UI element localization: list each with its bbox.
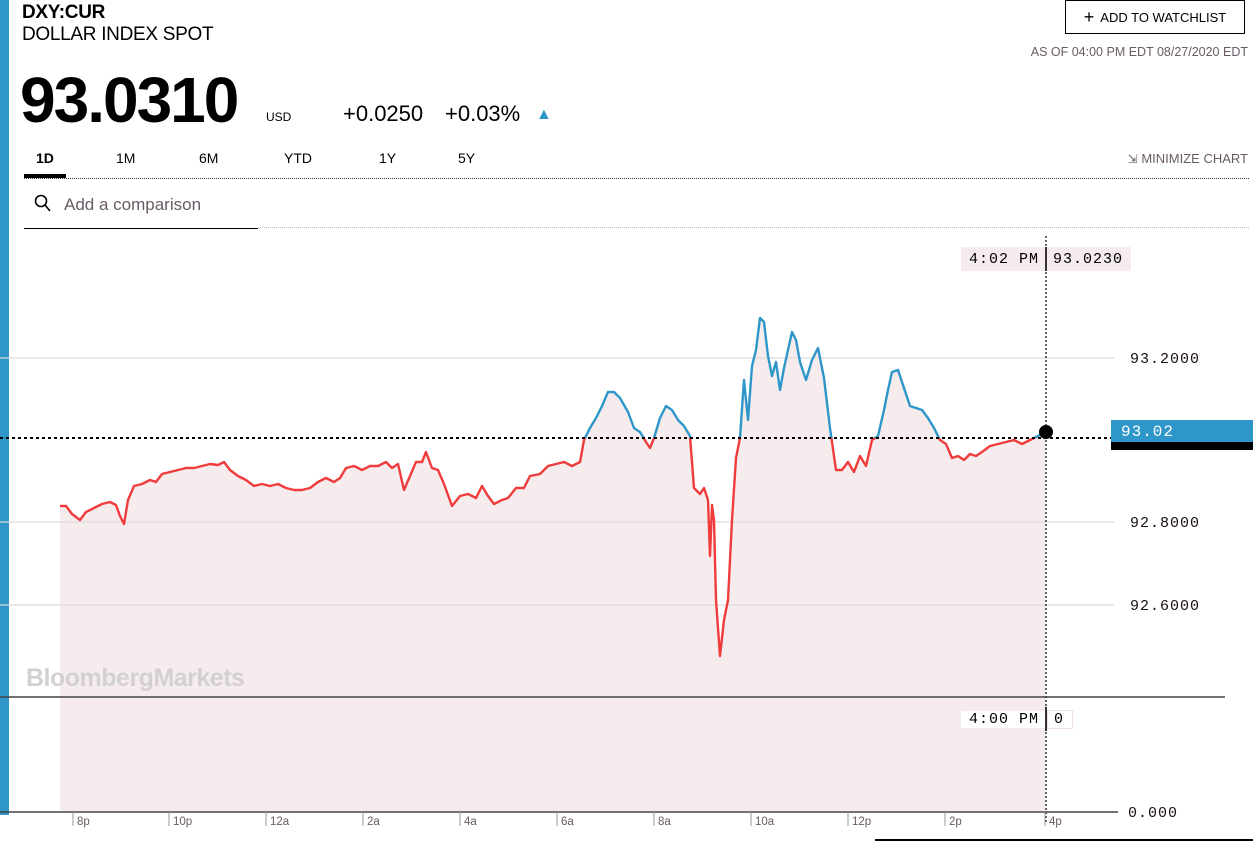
y-tick-label: 92.8000 bbox=[1130, 515, 1200, 532]
tab-1m[interactable]: 1M bbox=[116, 150, 136, 166]
crosshair-tooltip-price: 4:02 PM 93.0230 bbox=[961, 247, 1132, 271]
current-price-tag: 93.02 bbox=[1111, 420, 1253, 450]
crosshair-tooltip-volume: 4:00 PM 0 bbox=[961, 707, 1074, 731]
tooltip-time: 4:00 PM bbox=[961, 710, 1046, 728]
x-tick-label: 4p bbox=[1049, 816, 1062, 828]
tooltip-value: 0 bbox=[1047, 709, 1074, 729]
x-tick-label: 8a bbox=[658, 816, 671, 828]
bloomberg-watermark: BloombergMarkets bbox=[26, 664, 245, 692]
x-tick-label: 8p bbox=[77, 816, 90, 828]
as-of-timestamp: AS OF 04:00 PM EDT 08/27/2020 EDT bbox=[1030, 45, 1248, 59]
add-to-watchlist-button[interactable]: + ADD TO WATCHLIST bbox=[1065, 0, 1245, 34]
y-tick-label: 93.2000 bbox=[1130, 351, 1200, 368]
previous-close-tag bbox=[1111, 442, 1253, 450]
x-tick-label: 10p bbox=[173, 816, 192, 828]
tab-1y[interactable]: 1Y bbox=[379, 150, 397, 166]
bottom-divider bbox=[875, 839, 1253, 841]
x-tick-label: 12a bbox=[270, 816, 290, 828]
x-tick-label: 6a bbox=[561, 816, 574, 828]
active-tab-indicator bbox=[24, 174, 66, 178]
security-name: DOLLAR INDEX SPOT bbox=[22, 24, 214, 45]
tab-1d[interactable]: 1D bbox=[36, 150, 54, 166]
up-triangle-icon: ▲ bbox=[536, 106, 552, 123]
x-tick-label: 10a bbox=[755, 816, 775, 828]
tooltip-value: 93.0230 bbox=[1047, 250, 1132, 268]
minimize-chart-label: MINIMIZE CHART bbox=[1141, 151, 1248, 166]
tab-ytd[interactable]: YTD bbox=[284, 150, 312, 166]
crosshair-point bbox=[1039, 425, 1053, 439]
comparison-search bbox=[24, 188, 258, 229]
x-tick-label: 12p bbox=[852, 816, 871, 828]
tooltip-separator bbox=[1045, 707, 1048, 731]
x-tick-label: 2a bbox=[367, 816, 380, 828]
tab-5y[interactable]: 5Y bbox=[458, 150, 476, 166]
x-tick-label: 4a bbox=[464, 816, 477, 828]
x-tick-label: 2p bbox=[949, 816, 962, 828]
comparison-divider bbox=[258, 227, 1249, 228]
price-change-percent: +0.03% bbox=[445, 101, 521, 126]
price-change: +0.0250 bbox=[343, 101, 424, 126]
minimize-chart-button[interactable]: ⇲ MINIMIZE CHART bbox=[1128, 151, 1248, 166]
volume-axis-label: 0.000 bbox=[1128, 805, 1178, 822]
tooltip-separator bbox=[1045, 247, 1048, 271]
currency-label: USD bbox=[266, 110, 292, 124]
timeframe-tabs: 1D 1M 6M YTD 1Y 5Y bbox=[24, 148, 1249, 179]
y-tick-label: 92.6000 bbox=[1130, 598, 1200, 615]
comparison-input[interactable] bbox=[62, 190, 256, 220]
plus-icon: + bbox=[1083, 7, 1095, 27]
last-price: 93.0310 bbox=[20, 64, 239, 136]
add-to-watchlist-label: ADD TO WATCHLIST bbox=[1100, 9, 1227, 25]
price-chart[interactable]: 8p 10p 12a 2a 4a 6a 8a 10a 12p 2p 4p 93.… bbox=[0, 230, 1253, 841]
accent-sidebar-bar bbox=[0, 0, 9, 815]
current-price-value: 93.02 bbox=[1111, 420, 1253, 442]
ticker-symbol: DXY:CUR bbox=[22, 2, 106, 23]
tooltip-time: 4:02 PM bbox=[969, 250, 1040, 268]
x-axis-ticks bbox=[72, 812, 1046, 826]
tab-6m[interactable]: 6M bbox=[199, 150, 219, 166]
search-icon bbox=[34, 194, 51, 212]
minimize-arrows-icon: ⇲ bbox=[1127, 152, 1138, 166]
